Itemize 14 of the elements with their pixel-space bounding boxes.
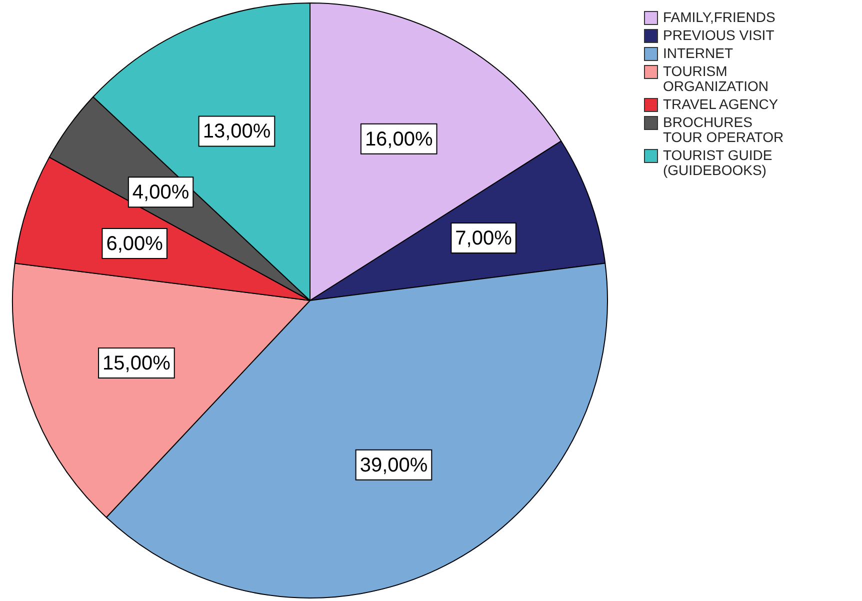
legend-label: INTERNET — [663, 45, 734, 61]
data-label: 39,00% — [360, 454, 428, 476]
legend-label: PREVIOUS VISIT — [663, 27, 776, 43]
data-label: 6,00% — [106, 233, 164, 256]
legend-label: BROCHURES TOUR OPERATOR — [663, 114, 785, 145]
data-label: 16,00% — [364, 128, 433, 150]
data-label: 4,00% — [132, 182, 190, 204]
data-label: 13,00% — [202, 120, 271, 143]
legend-label: FAMILY,FRIENDS — [663, 9, 776, 25]
data-label: 15,00% — [102, 352, 171, 374]
legend-label: TOURIST GUIDE (GUIDEBOOKS) — [663, 147, 774, 178]
legend-label: TOURISM ORGANIZATION — [663, 63, 770, 94]
data-label: 7,00% — [455, 228, 512, 250]
legend-label: TRAVEL AGENCY — [663, 96, 780, 112]
